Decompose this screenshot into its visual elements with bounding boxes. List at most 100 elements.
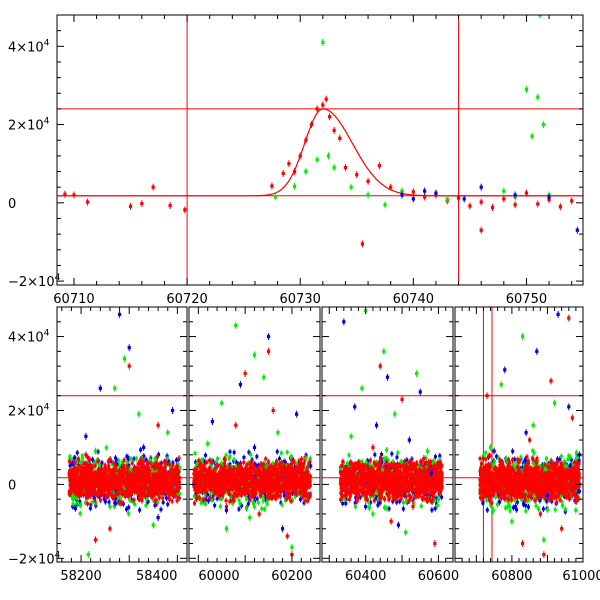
data-point (137, 475, 141, 479)
data-point (249, 453, 253, 457)
data-point (97, 483, 101, 487)
data-point (238, 502, 242, 506)
data-point (171, 480, 175, 484)
data-point (154, 485, 158, 489)
data-point (109, 460, 113, 464)
data-point (77, 494, 81, 498)
data-point (99, 468, 103, 472)
data-point (168, 473, 172, 477)
data-point (232, 450, 236, 454)
data-point (210, 490, 214, 494)
data-point (280, 503, 284, 507)
data-point (144, 477, 148, 481)
data-point (538, 15, 542, 17)
data-point (285, 464, 289, 468)
data-point (71, 473, 75, 477)
data-point (89, 502, 93, 506)
data-point (192, 494, 196, 498)
data-point (194, 465, 198, 469)
data-point (237, 507, 241, 511)
data-point (175, 492, 179, 496)
data-point (151, 523, 155, 527)
data-point (157, 453, 161, 457)
data-point (138, 482, 142, 486)
data-point (154, 461, 158, 465)
data-point (479, 185, 483, 189)
data-point (142, 491, 146, 495)
data-point (118, 496, 122, 500)
data-point (134, 457, 138, 461)
data-point (138, 459, 142, 463)
data-point (121, 472, 125, 476)
data-point (109, 475, 113, 479)
data-point (119, 501, 123, 505)
data-point (153, 503, 157, 507)
data-point (75, 471, 79, 475)
data-point (119, 465, 123, 469)
x-tick-label: 58400 (136, 569, 177, 584)
data-point (176, 462, 180, 466)
data-point (98, 498, 102, 502)
data-point (92, 483, 96, 487)
data-point (264, 498, 268, 502)
data-point (173, 468, 177, 472)
data-point (176, 475, 180, 479)
data-point (220, 461, 224, 465)
data-point (195, 461, 199, 465)
data-point (92, 469, 96, 473)
data-point (293, 494, 297, 498)
data-point (227, 457, 231, 461)
data-point (149, 462, 153, 466)
data-point (171, 464, 175, 468)
data-point (79, 469, 83, 473)
data-point (282, 490, 286, 494)
data-point (151, 185, 155, 189)
data-point (202, 463, 206, 467)
data-point (302, 501, 306, 505)
data-point (126, 478, 130, 482)
data-point (82, 482, 86, 486)
data-point (161, 496, 165, 500)
data-point (138, 487, 142, 491)
data-point (139, 483, 143, 487)
data-point (149, 484, 153, 488)
data-point (147, 466, 151, 470)
data-point (256, 501, 260, 505)
data-point (125, 476, 129, 480)
data-point (110, 481, 114, 485)
data-point (113, 479, 117, 483)
data-point (84, 453, 88, 457)
data-point (265, 502, 269, 506)
data-point (117, 459, 121, 463)
data-point (85, 484, 89, 488)
data-point (231, 495, 235, 499)
data-point (127, 505, 131, 509)
data-point (139, 466, 143, 470)
data-point (148, 458, 152, 462)
data-point (74, 475, 78, 479)
data-point (102, 484, 106, 488)
data-point (513, 193, 517, 197)
data-point (343, 166, 348, 170)
data-point (547, 195, 551, 199)
data-point (73, 473, 77, 477)
data-point (125, 461, 129, 465)
data-point (70, 494, 74, 498)
data-point (147, 474, 151, 478)
data-point (177, 485, 181, 489)
data-point (135, 470, 139, 474)
data-point (86, 553, 90, 557)
data-point (575, 228, 579, 232)
data-point (78, 488, 82, 492)
data-point (82, 474, 86, 478)
data-point (100, 492, 104, 496)
data-point (81, 492, 85, 496)
data-point (157, 475, 161, 479)
data-point (141, 483, 145, 487)
data-point (71, 479, 75, 483)
data-point (292, 169, 297, 174)
data-point (130, 468, 134, 472)
data-point (178, 492, 182, 496)
data-point (212, 481, 216, 485)
data-point (116, 495, 120, 499)
